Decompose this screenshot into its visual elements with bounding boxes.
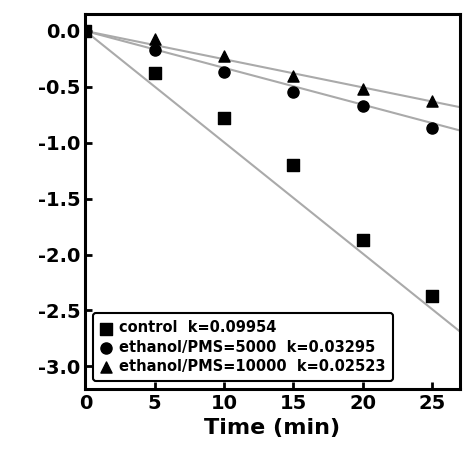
ethanol/PMS=5000  k=0.03295: [220, 69, 228, 76]
X-axis label: Time (min): Time (min): [204, 418, 341, 438]
ethanol/PMS=5000  k=0.03295: [290, 89, 297, 96]
ethanol/PMS=10000  k=0.02523: [428, 98, 436, 105]
control  k=0.09954: [428, 292, 436, 300]
ethanol/PMS=10000  k=0.02523: [82, 27, 89, 35]
control  k=0.09954: [220, 114, 228, 122]
control  k=0.09954: [82, 27, 89, 35]
control  k=0.09954: [290, 161, 297, 169]
ethanol/PMS=10000  k=0.02523: [290, 72, 297, 80]
control  k=0.09954: [151, 70, 158, 77]
Legend: control  k=0.09954, ethanol/PMS=5000  k=0.03295, ethanol/PMS=10000  k=0.02523: control k=0.09954, ethanol/PMS=5000 k=0.…: [92, 313, 392, 382]
ethanol/PMS=10000  k=0.02523: [359, 85, 366, 93]
ethanol/PMS=5000  k=0.03295: [82, 27, 89, 35]
control  k=0.09954: [359, 236, 366, 244]
ethanol/PMS=5000  k=0.03295: [428, 125, 436, 132]
ethanol/PMS=5000  k=0.03295: [151, 46, 158, 54]
ethanol/PMS=10000  k=0.02523: [151, 35, 158, 43]
ethanol/PMS=5000  k=0.03295: [359, 102, 366, 109]
ethanol/PMS=10000  k=0.02523: [220, 52, 228, 59]
